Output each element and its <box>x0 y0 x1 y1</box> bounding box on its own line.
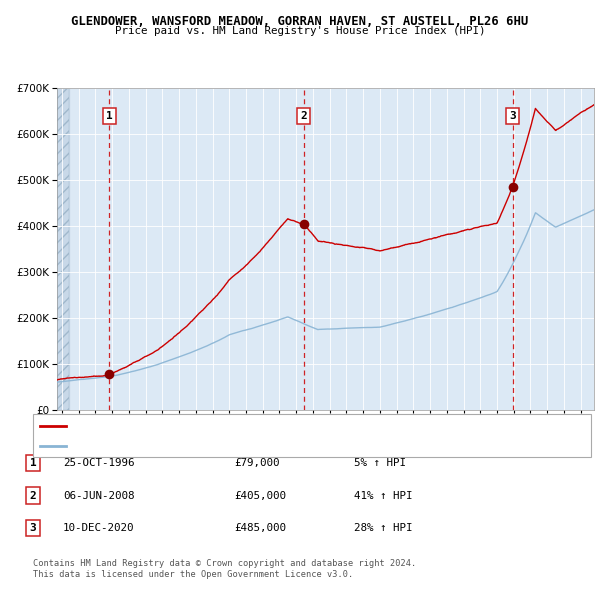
Text: Contains HM Land Registry data © Crown copyright and database right 2024.: Contains HM Land Registry data © Crown c… <box>33 559 416 568</box>
Text: GLENDOWER, WANSFORD MEADOW, GORRAN HAVEN, ST AUSTELL, PL26 6HU: GLENDOWER, WANSFORD MEADOW, GORRAN HAVEN… <box>71 15 529 28</box>
Text: GLENDOWER, WANSFORD MEADOW, GORRAN HAVEN, ST AUSTELL, PL26 6HU (detached: GLENDOWER, WANSFORD MEADOW, GORRAN HAVEN… <box>71 421 494 431</box>
Bar <box>57 88 69 410</box>
Text: Price paid vs. HM Land Registry's House Price Index (HPI): Price paid vs. HM Land Registry's House … <box>115 26 485 36</box>
Text: 06-JUN-2008: 06-JUN-2008 <box>63 491 134 500</box>
Text: 5% ↑ HPI: 5% ↑ HPI <box>354 458 406 468</box>
Text: HPI: Average price, detached house, Cornwall: HPI: Average price, detached house, Corn… <box>71 441 329 451</box>
Text: 41% ↑ HPI: 41% ↑ HPI <box>354 491 413 500</box>
Text: 3: 3 <box>29 523 37 533</box>
Text: This data is licensed under the Open Government Licence v3.0.: This data is licensed under the Open Gov… <box>33 571 353 579</box>
Text: £405,000: £405,000 <box>234 491 286 500</box>
Text: 2: 2 <box>29 491 37 500</box>
Text: 28% ↑ HPI: 28% ↑ HPI <box>354 523 413 533</box>
Text: 1: 1 <box>29 458 37 468</box>
Bar <box>57 88 69 410</box>
Text: 3: 3 <box>509 111 516 121</box>
Text: 2: 2 <box>300 111 307 121</box>
Text: 10-DEC-2020: 10-DEC-2020 <box>63 523 134 533</box>
Text: 1: 1 <box>106 111 113 121</box>
Text: 25-OCT-1996: 25-OCT-1996 <box>63 458 134 468</box>
Text: £485,000: £485,000 <box>234 523 286 533</box>
Text: £79,000: £79,000 <box>234 458 280 468</box>
